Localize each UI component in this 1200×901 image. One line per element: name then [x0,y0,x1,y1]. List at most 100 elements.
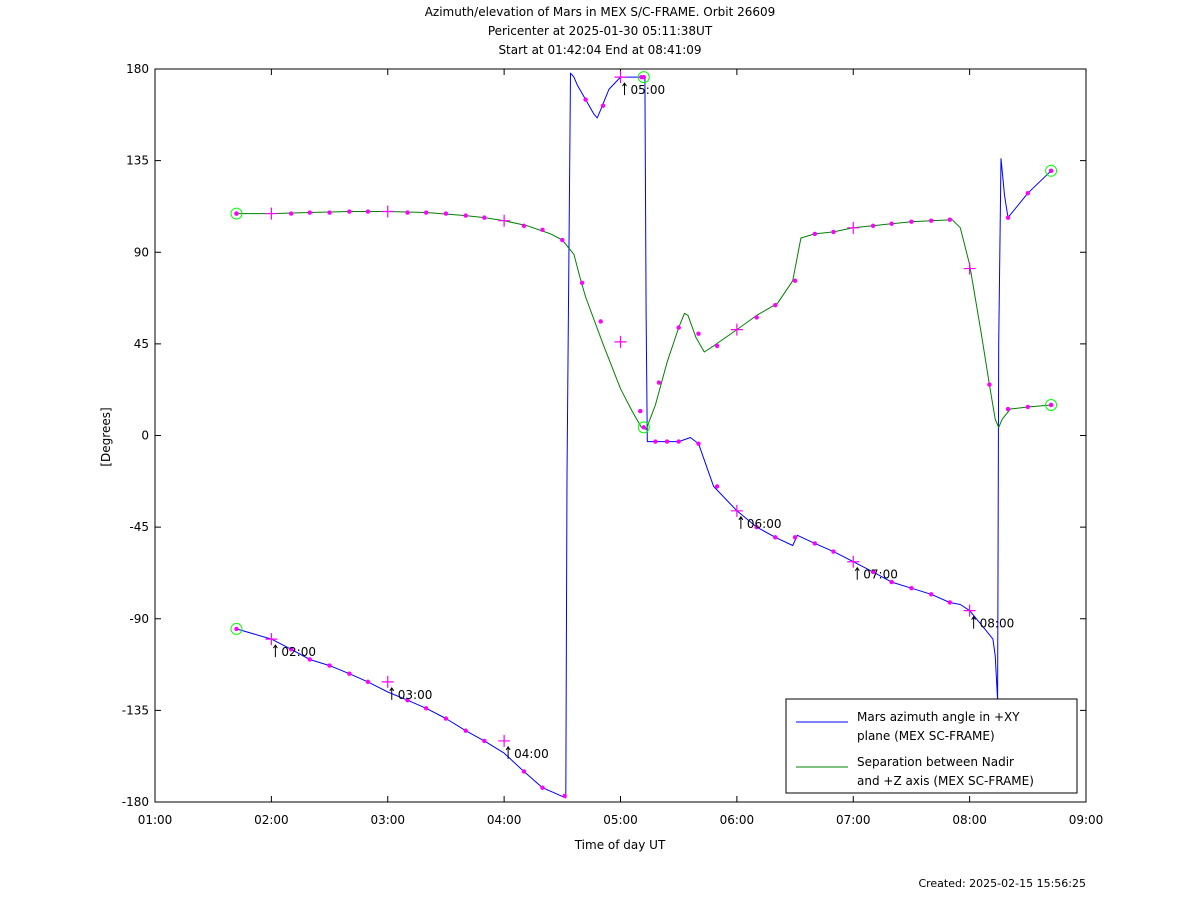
separation-marker [307,210,312,215]
legend-label-separation-2: and +Z axis (MEX SC-FRAME) [857,774,1034,788]
separation-marker [792,278,798,283]
endpoint-marker [234,211,239,216]
azimuth-marker [831,549,836,554]
separation-marker [987,382,992,387]
time-label: 04:00 [514,747,549,761]
azimuth-marker [870,569,876,575]
azimuth-marker [754,524,759,530]
y-tick-label: 135 [126,154,149,168]
separation-marker [463,213,468,218]
azimuth-marker [812,541,818,546]
y-axis-label: [Degrees] [99,407,113,466]
azimuth-marker [423,706,429,711]
endpoint-circle-marker [1045,398,1058,411]
azimuth-marker [714,484,720,489]
legend-label-azimuth-2: plane (MEX SC-FRAME) [857,729,995,743]
separation-hour-marker [963,262,976,275]
azimuth-marker [562,793,567,799]
azimuth-marker [653,439,658,444]
chart-title-line-1: Azimuth/elevation of Mars in MEX S/C-FRA… [424,5,776,19]
azimuth-hour-marker [381,675,394,688]
time-label: 06:00 [747,517,782,531]
separation-marker [638,408,643,414]
endpoint-circle-marker [1045,164,1058,177]
azimuth-hour-marker [963,604,976,617]
azimuth-marker [583,97,588,102]
separation-marker [812,231,818,237]
series-markers [230,71,1058,799]
time-labels: 02:00 03:00 04:00 05:00 06:00 07:00 08:00 [272,82,1015,761]
time-label: 07:00 [863,568,898,582]
azimuth-marker [463,728,468,733]
azimuth-marker [1005,215,1011,220]
time-label-arrow [272,644,278,658]
separation-marker [327,210,332,215]
time-label: 08:00 [980,617,1015,631]
y-tick-label: 90 [134,245,149,259]
azimuth-marker [600,103,606,108]
x-tick-label: 05:00 [603,813,638,827]
azimuth-marker [521,769,527,774]
azimuth-hour-marker [265,633,278,646]
azimuth-marker [347,671,352,676]
separation-marker [521,223,527,228]
separation-hour-marker [265,207,278,220]
azimuth-hour-marker [847,555,860,568]
y-tick-label: 45 [134,337,149,351]
endpoint-marker [641,425,646,430]
y-tick-label: -180 [122,795,149,809]
separation-marker [889,221,894,226]
azimuth-marker [773,535,778,540]
series-lines [236,72,1052,799]
separation-marker [1005,406,1011,412]
endpoint-circle-marker [230,207,243,220]
azimuth-marker [327,663,332,668]
x-tick-label: 06:00 [720,813,755,827]
separation-hour-marker [381,205,394,218]
azimuth-marker [540,785,545,790]
azimuth-marker [288,647,294,652]
separation-marker [560,237,565,243]
time-label-arrow [505,746,511,759]
separation-marker [754,315,759,320]
azimuth-marker [307,657,312,662]
separation-marker [947,217,953,222]
chart-title-line-3: Start at 01:42:04 End at 08:41:09 [498,43,702,57]
endpoint-marker [1048,168,1054,174]
endpoint-circle-marker [637,71,650,84]
azimuth-marker [947,600,953,605]
time-label: 05:00 [631,83,666,97]
azimuth-marker [443,716,449,721]
separation-hour-marker [847,221,860,234]
azimuth-marker [909,586,914,591]
azimuth-marker [482,738,487,744]
y-tick-label: 0 [141,429,149,443]
separation-marker [482,215,487,220]
legend-label-azimuth-1: Mars azimuth angle in +XY [857,710,1020,724]
azimuth-marker [696,441,701,446]
separation-hour-marker [614,335,627,348]
azimuth-marker [676,439,681,444]
separation-marker [347,209,352,214]
y-tick-label: 180 [126,62,149,76]
azimuth-marker [405,697,410,703]
time-label-arrow [971,615,977,629]
time-label-arrow [389,686,395,700]
x-tick-label: 04:00 [487,813,522,827]
separation-marker [1025,404,1031,410]
x-axis-label: Time of day UT [574,838,666,852]
azimuth-series-line [236,72,1052,799]
x-tick-label: 07:00 [836,813,871,827]
endpoint-circle-marker [230,622,243,635]
separation-marker [696,331,701,336]
y-tick-label: -45 [129,520,149,534]
endpoint-marker [641,74,646,80]
separation-marker [870,223,876,228]
azimuth-marker [929,592,934,597]
plot-frame [154,68,1087,803]
legend-label-separation-1: Separation between Nadir [857,755,1014,769]
separation-marker [714,343,720,349]
endpoint-marker [234,626,239,632]
time-label: 02:00 [281,645,316,659]
